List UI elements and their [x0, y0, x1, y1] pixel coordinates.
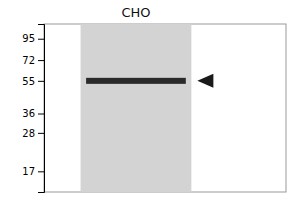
- y-tick-mark: [38, 81, 44, 82]
- y-axis: 95 72 55 36 28 17: [22, 25, 44, 193]
- y-axis-line: [38, 25, 45, 193]
- y-tick-mark: [38, 39, 44, 40]
- title: CHO: [121, 5, 150, 20]
- y-tick-mark: [38, 133, 44, 134]
- marks: [81, 24, 214, 192]
- y-tick-label: 17: [22, 166, 35, 177]
- y-tick: 95: [22, 33, 44, 44]
- chart-container: 95 72 55 36 28 17 CHO: [0, 0, 300, 200]
- y-tick-label: 72: [22, 55, 35, 66]
- y-tick: 17: [22, 166, 44, 177]
- y-tick-mark: [38, 60, 44, 61]
- plot-frame: [44, 24, 286, 192]
- band: [86, 78, 186, 84]
- y-tick-label: 36: [22, 108, 35, 119]
- y-tick: 36: [22, 108, 44, 119]
- y-tick-mark: [38, 171, 44, 172]
- y-tick: 72: [22, 55, 44, 66]
- y-tick-label: 55: [22, 76, 35, 87]
- gel-lane: [81, 24, 192, 192]
- y-tick: 28: [22, 128, 44, 139]
- y-tick-label: 95: [22, 33, 35, 44]
- y-tick-label: 28: [22, 128, 35, 139]
- plot: 95 72 55 36 28 17: [22, 24, 286, 193]
- chart: 95 72 55 36 28 17 CHO: [0, 0, 300, 200]
- y-tick-mark: [38, 114, 44, 115]
- y-tick: 55: [22, 76, 44, 87]
- band-arrow: [197, 74, 213, 88]
